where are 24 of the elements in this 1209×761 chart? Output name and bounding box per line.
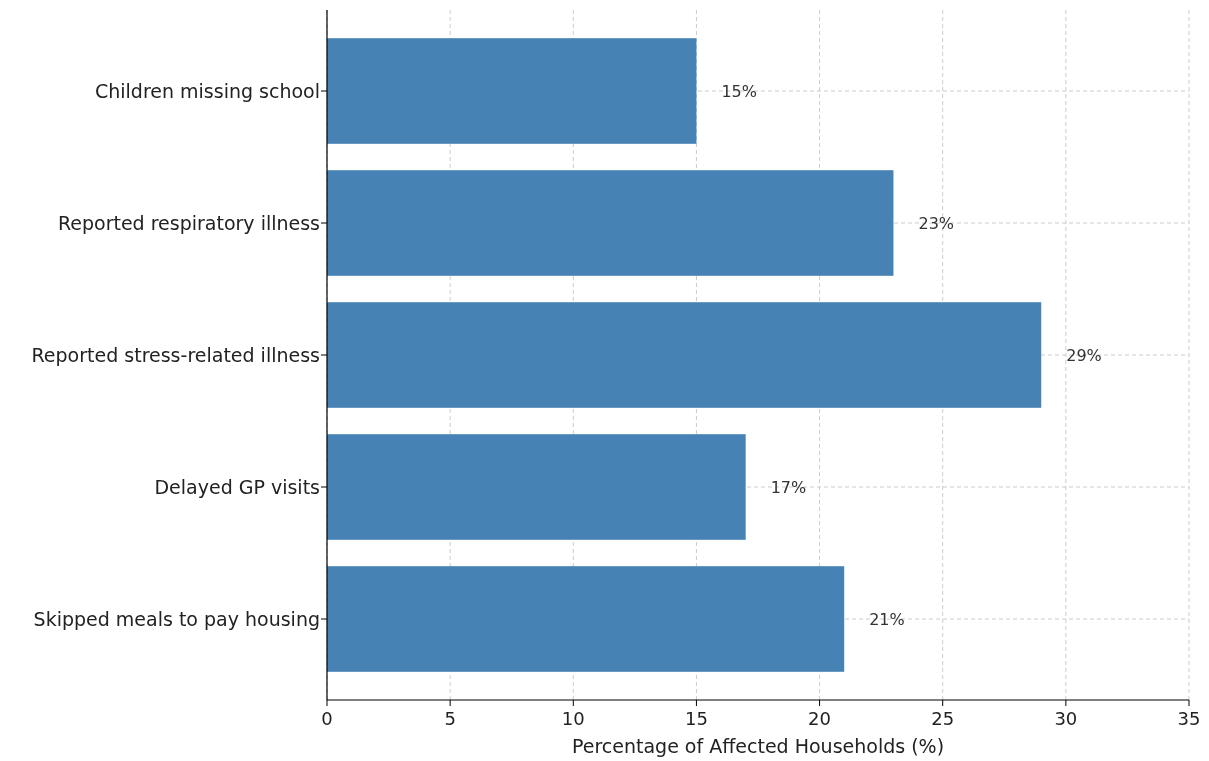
y-tick-label: Skipped meals to pay housing bbox=[33, 607, 320, 630]
data-label: 23% bbox=[918, 213, 955, 233]
x-tick-label: 5 bbox=[444, 708, 456, 729]
y-tick-label: Reported stress-related illness bbox=[31, 343, 320, 366]
y-tick-label: Reported respiratory illness bbox=[57, 211, 320, 234]
x-tick-label: 35 bbox=[1177, 708, 1201, 729]
x-tick-label: 30 bbox=[1054, 708, 1078, 729]
x-tick-label: 15 bbox=[684, 708, 708, 729]
bar bbox=[327, 170, 894, 276]
data-label: 15% bbox=[721, 81, 757, 101]
x-tick-label: 25 bbox=[931, 708, 955, 729]
bar bbox=[327, 434, 746, 540]
y-tick-label: Delayed GP visits bbox=[154, 475, 320, 498]
data-label: 29% bbox=[1066, 345, 1102, 365]
bar bbox=[327, 38, 697, 144]
x-tick-label: 20 bbox=[808, 708, 832, 729]
bar bbox=[327, 302, 1042, 408]
y-tick-label: Children missing school bbox=[94, 79, 320, 102]
data-label: 17% bbox=[770, 477, 807, 497]
data-label: 21% bbox=[869, 609, 905, 629]
x-axis-title: Percentage of Affected Households (%) bbox=[571, 735, 945, 757]
bar bbox=[327, 566, 845, 672]
x-tick-label: 0 bbox=[321, 708, 333, 729]
x-tick-label: 10 bbox=[561, 708, 585, 729]
